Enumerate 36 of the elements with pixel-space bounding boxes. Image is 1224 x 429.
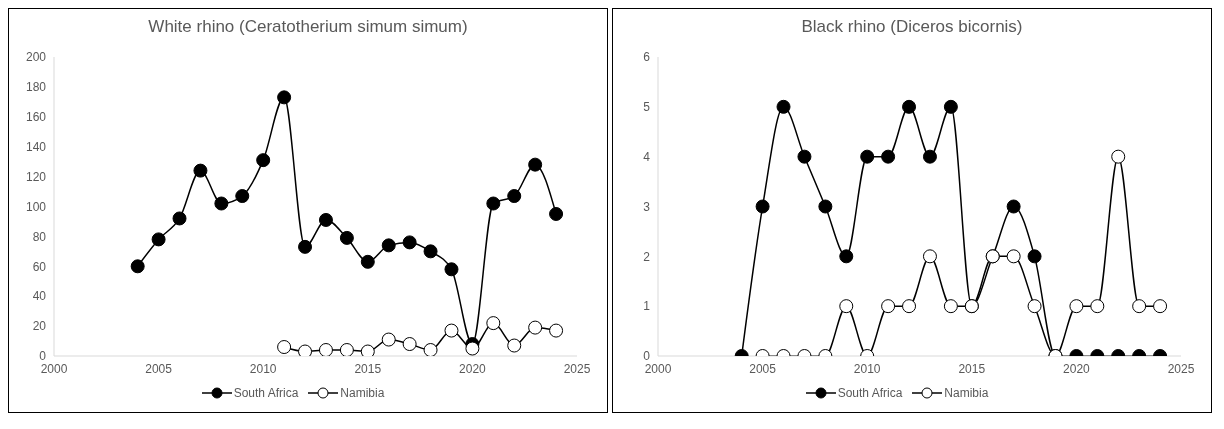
x-tick-label: 2010 — [249, 361, 277, 376]
x-tick-label: 2015 — [354, 361, 382, 376]
x-tick-label: 2020 — [1063, 361, 1091, 376]
x-tick-label: 2005 — [145, 361, 173, 376]
chart-title: White rhino (Ceratotherium simum simum) — [147, 17, 469, 38]
y-tick-label: 0 — [39, 349, 47, 364]
x-tick-label: 2025 — [1167, 361, 1195, 376]
y-tick-label: 20 — [32, 319, 47, 334]
y-tick-label: 4 — [643, 149, 651, 164]
y-tick-label: 120 — [25, 169, 47, 184]
y-tick-label: 0 — [643, 349, 651, 364]
y-tick-label: 60 — [32, 259, 47, 274]
y-tick-label: 100 — [25, 199, 47, 214]
x-tick-label: 2005 — [749, 361, 777, 376]
chart-title: Black rhino (Diceros bicornis) — [800, 17, 1024, 38]
y-tick-label: 80 — [32, 229, 47, 244]
x-tick-label: 2025 — [563, 361, 591, 376]
y-tick-label: 180 — [25, 80, 47, 95]
x-tick-label: 2000 — [40, 361, 68, 376]
y-tick-label: 5 — [643, 100, 651, 115]
x-tick-label: 2020 — [459, 361, 487, 376]
y-tick-label: 6 — [643, 50, 651, 65]
legend-label: Namibia — [340, 386, 385, 400]
y-tick-label: 160 — [25, 110, 47, 125]
y-tick-label: 2 — [643, 249, 651, 264]
y-tick-label: 1 — [643, 299, 651, 314]
y-tick-label: 140 — [25, 139, 47, 154]
y-tick-label: 200 — [25, 50, 47, 65]
y-tick-label: 3 — [643, 199, 651, 214]
legend-label: South Africa — [233, 386, 299, 400]
x-tick-label: 2015 — [958, 361, 986, 376]
legend-label: South Africa — [837, 386, 903, 400]
legend-label: Namibia — [944, 386, 989, 400]
x-tick-label: 2010 — [853, 361, 881, 376]
x-tick-label: 2000 — [644, 361, 672, 376]
y-tick-label: 40 — [32, 289, 47, 304]
